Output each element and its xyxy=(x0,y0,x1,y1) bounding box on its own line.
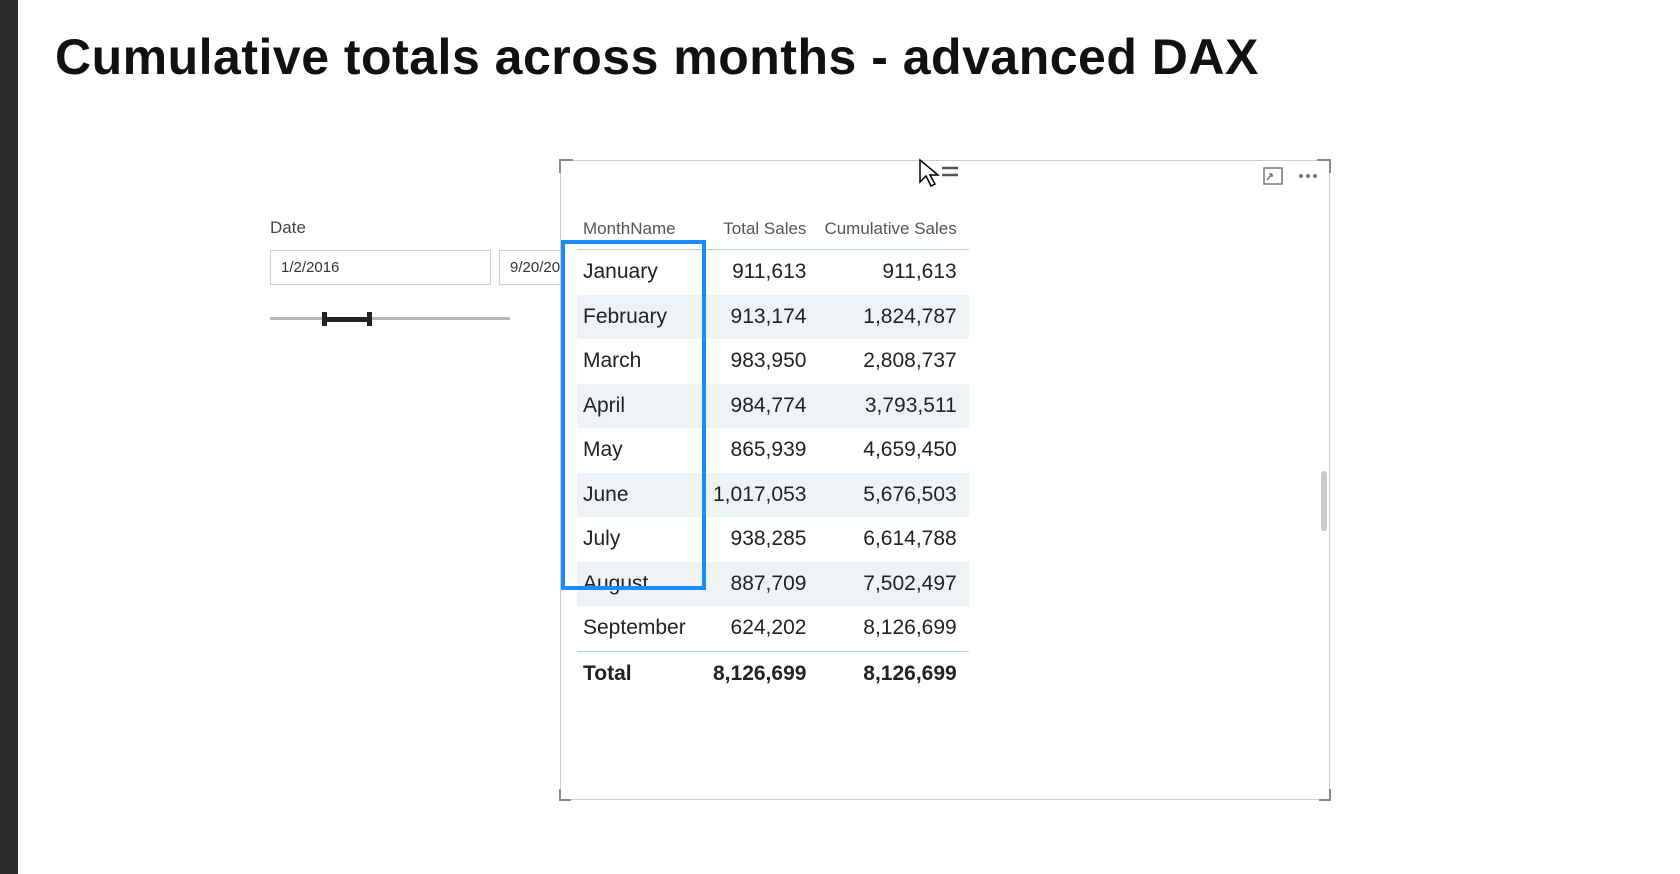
table-row[interactable]: January911,613911,613 xyxy=(577,250,969,295)
page-title: Cumulative totals across months - advanc… xyxy=(55,28,1259,86)
cell-total: 911,613 xyxy=(707,250,818,295)
cell-cumulative: 1,824,787 xyxy=(818,295,968,340)
cell-cumulative: 8,126,699 xyxy=(818,606,968,651)
cell-total: 983,950 xyxy=(707,339,818,384)
table-row[interactable]: April984,7743,793,511 xyxy=(577,384,969,429)
more-options-icon[interactable] xyxy=(1297,167,1319,185)
cell-cumulative: 6,614,788 xyxy=(818,517,968,562)
table-row[interactable]: September624,2028,126,699 xyxy=(577,606,969,651)
footer-total: 8,126,699 xyxy=(707,651,818,696)
slicer-track-line xyxy=(270,317,510,320)
col-header-month[interactable]: MonthName xyxy=(577,213,707,250)
table-row[interactable]: June1,017,0535,676,503 xyxy=(577,473,969,518)
app-left-edge xyxy=(0,0,18,874)
cell-cumulative: 2,808,737 xyxy=(818,339,968,384)
cell-cumulative: 4,659,450 xyxy=(818,428,968,473)
col-header-total[interactable]: Total Sales xyxy=(707,213,818,250)
cell-total: 865,939 xyxy=(707,428,818,473)
table-row[interactable]: February913,1741,824,787 xyxy=(577,295,969,340)
cell-cumulative: 7,502,497 xyxy=(818,562,968,607)
slicer-inputs xyxy=(270,250,510,285)
table-row[interactable]: July938,2856,614,788 xyxy=(577,517,969,562)
cell-total: 887,709 xyxy=(707,562,818,607)
sales-table: MonthName Total Sales Cumulative Sales J… xyxy=(577,213,969,696)
cell-month: September xyxy=(577,606,707,651)
footer-cumulative: 8,126,699 xyxy=(818,651,968,696)
cell-total: 1,017,053 xyxy=(707,473,818,518)
cell-month: August xyxy=(577,562,707,607)
cell-total: 938,285 xyxy=(707,517,818,562)
focus-mode-icon[interactable] xyxy=(1263,167,1283,185)
col-header-cumulative[interactable]: Cumulative Sales xyxy=(818,213,968,250)
cell-month: July xyxy=(577,517,707,562)
slicer-start-input[interactable] xyxy=(270,250,491,285)
cell-cumulative: 3,793,511 xyxy=(818,384,968,429)
cell-total: 624,202 xyxy=(707,606,818,651)
resize-handle-bl[interactable] xyxy=(559,789,571,801)
cell-cumulative: 911,613 xyxy=(818,250,968,295)
scrollbar-thumb[interactable] xyxy=(1321,471,1327,531)
cell-month: June xyxy=(577,473,707,518)
resize-handle-br[interactable] xyxy=(1319,789,1331,801)
table-row[interactable]: May865,9394,659,450 xyxy=(577,428,969,473)
date-slicer[interactable]: Date xyxy=(270,218,510,333)
cell-month: February xyxy=(577,295,707,340)
slicer-label: Date xyxy=(270,218,510,238)
cell-month: April xyxy=(577,384,707,429)
cell-total: 984,774 xyxy=(707,384,818,429)
cell-cumulative: 5,676,503 xyxy=(818,473,968,518)
table-footer-row: Total 8,126,699 8,126,699 xyxy=(577,651,969,696)
cell-month: January xyxy=(577,250,707,295)
slicer-range-handle[interactable] xyxy=(322,312,372,326)
table-visual[interactable]: MonthName Total Sales Cumulative Sales J… xyxy=(560,160,1330,800)
cell-total: 913,174 xyxy=(707,295,818,340)
cell-month: March xyxy=(577,339,707,384)
table-header-row: MonthName Total Sales Cumulative Sales xyxy=(577,213,969,250)
cell-month: May xyxy=(577,428,707,473)
table-row[interactable]: August887,7097,502,497 xyxy=(577,562,969,607)
slicer-slider[interactable] xyxy=(270,303,510,333)
footer-label: Total xyxy=(577,651,707,696)
table-row[interactable]: March983,9502,808,737 xyxy=(577,339,969,384)
visual-header xyxy=(1263,167,1319,185)
